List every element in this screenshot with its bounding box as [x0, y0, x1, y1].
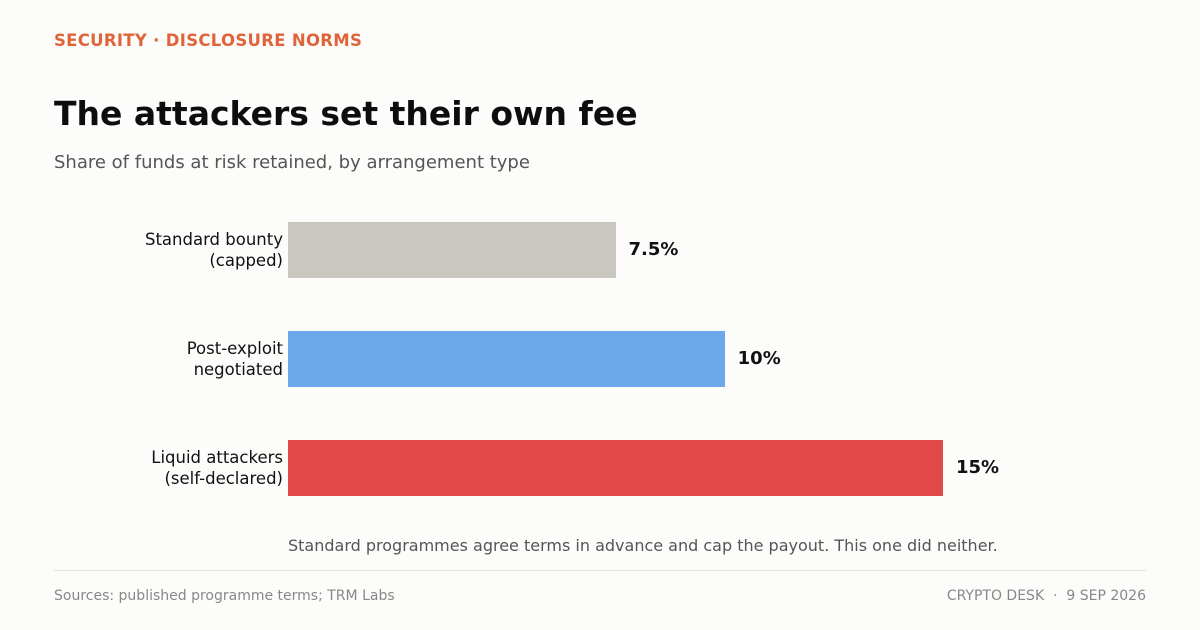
category-label: Liquid attackers (self-declared): [151, 448, 283, 488]
value-label: 15%: [956, 457, 1000, 478]
chart-title: The attackers set their own fee: [54, 94, 638, 133]
divider: [54, 570, 1146, 571]
bar: [288, 440, 943, 496]
value-label: 7.5%: [628, 239, 679, 260]
annotation: Standard programmes agree terms in advan…: [288, 536, 998, 555]
source: Sources: published programme terms; TRM …: [54, 588, 395, 604]
kicker: SECURITY · DISCLOSURE NORMS: [54, 31, 363, 50]
chart-subtitle: Share of funds at risk retained, by arra…: [54, 152, 530, 173]
value-label: 10%: [737, 348, 781, 369]
category-label: Post-exploit negotiated: [186, 339, 283, 379]
bar: [288, 222, 616, 278]
category-label: Standard bounty (capped): [144, 230, 283, 270]
bar: [288, 331, 725, 387]
credit: CRYPTO DESK · 9 SEP 2026: [946, 588, 1146, 604]
